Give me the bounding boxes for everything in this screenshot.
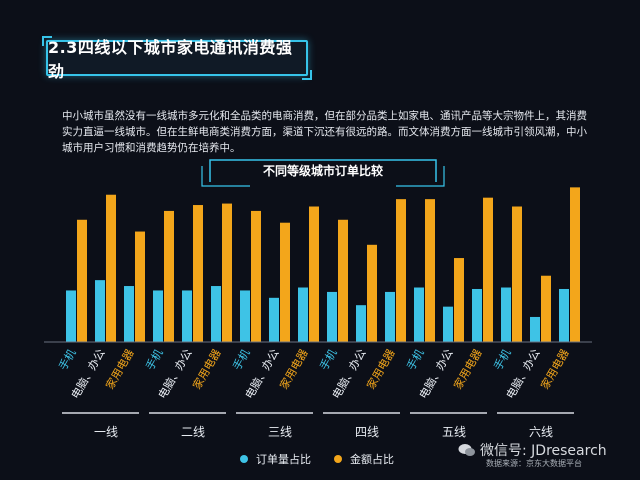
bar-amount-share (338, 219, 348, 342)
bar-amount-share (454, 258, 464, 342)
category-label: 家用电器 (189, 347, 223, 392)
watermark-text: 微信号: JDresearch (480, 443, 607, 459)
watermark: 微信号: JDresearch (458, 440, 607, 460)
bar-order-share (298, 287, 308, 342)
category-label: 手机 (490, 347, 513, 373)
bar-amount-share (483, 197, 493, 342)
bar-order-share (124, 286, 134, 342)
bar-amount-share (425, 199, 435, 342)
bar-amount-share (570, 187, 580, 342)
bar-order-share (443, 306, 453, 342)
bar-amount-share (106, 194, 116, 342)
legend-item-order: 订单量占比 (240, 451, 311, 467)
bar-amount-share (541, 275, 551, 342)
title-corner-decoration (302, 70, 312, 80)
bar-order-share (182, 290, 192, 342)
bar-order-share (269, 297, 279, 342)
section-title-box: 2.3四线以下城市家电通讯消费强劲 (42, 36, 312, 81)
bar-order-share (501, 287, 511, 342)
bar-amount-share (135, 231, 145, 342)
category-label: 手机 (403, 347, 426, 373)
chart-title-frame: 不同等级城市订单比较 (210, 160, 436, 182)
legend-label-amount: 金额占比 (350, 453, 394, 466)
group-label: 五线 (442, 425, 466, 439)
bar-amount-share (280, 222, 290, 342)
legend-swatch-order (240, 455, 248, 463)
bar-order-share (95, 280, 105, 342)
bar-order-share (66, 290, 76, 342)
bar-amount-share (164, 210, 174, 342)
category-label: 家用电器 (102, 347, 136, 392)
group-label: 三线 (268, 425, 292, 439)
chart-title: 不同等级城市订单比较 (262, 164, 383, 178)
bar-amount-share (309, 206, 319, 342)
group-label: 六线 (529, 425, 553, 439)
chart-title-frame-line (201, 166, 250, 187)
bar-order-share (559, 288, 569, 342)
category-label: 家用电器 (363, 347, 397, 392)
title-corner-decoration (42, 36, 52, 46)
category-label: 家用电器 (537, 347, 571, 392)
category-label: 家用电器 (276, 347, 310, 392)
bar-order-share (530, 316, 540, 342)
category-label: 手机 (316, 347, 339, 373)
description-paragraph: 中小城市虽然没有一线城市多元化和全品类的电商消费，但在部分品类上如家电、通讯产品… (62, 110, 587, 154)
category-label: 家用电器 (450, 347, 484, 392)
bar-amount-share (396, 199, 406, 342)
bar-amount-share (77, 219, 87, 342)
bar-order-share (356, 305, 366, 342)
group-label: 四线 (355, 425, 379, 439)
legend-swatch-amount (334, 455, 342, 463)
group-label: 二线 (181, 425, 205, 439)
chart-title-frame-line (209, 159, 437, 182)
bar-amount-share (193, 205, 203, 342)
bar-order-share (472, 288, 482, 342)
category-label: 手机 (229, 347, 252, 373)
bar-order-share (240, 290, 250, 342)
group-label: 一线 (94, 425, 118, 439)
bar-amount-share (512, 206, 522, 342)
data-source: 数据来源：京东大数据平台 (486, 459, 582, 468)
category-label: 手机 (142, 347, 165, 373)
category-label: 手机 (55, 347, 78, 373)
bar-order-share (414, 287, 424, 342)
chart-title-frame-line (396, 166, 445, 187)
bar-amount-share (251, 210, 261, 342)
bar-order-share (327, 291, 337, 342)
wechat-icon (458, 444, 475, 456)
legend-label-order: 订单量占比 (256, 453, 311, 466)
bar-amount-share (222, 203, 232, 342)
legend-item-amount: 金额占比 (334, 451, 394, 467)
bar-order-share (153, 290, 163, 342)
bar-amount-share (367, 244, 377, 342)
bar-order-share (211, 286, 221, 342)
bar-order-share (385, 291, 395, 342)
